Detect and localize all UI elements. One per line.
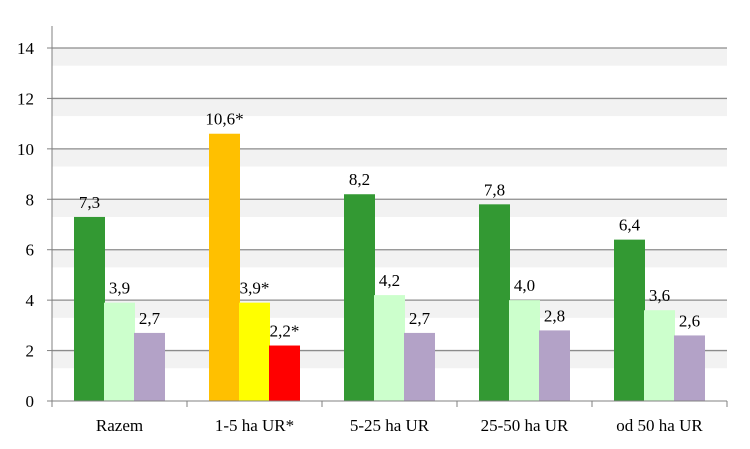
y-tick-label: 12 [17, 89, 34, 108]
data-label: 2,8 [544, 306, 565, 325]
data-label: 7,3 [79, 193, 100, 212]
bar [644, 310, 675, 401]
data-label: 6,4 [619, 216, 641, 235]
plot-band [52, 199, 727, 217]
bar [479, 204, 510, 401]
y-tick-label: 14 [17, 39, 35, 58]
bar [674, 335, 705, 401]
data-label: 2,2* [270, 322, 300, 341]
plot-band [52, 148, 727, 167]
data-label: 3,9 [109, 279, 130, 298]
y-tick-label: 2 [26, 342, 35, 361]
x-category-label: 1-5 ha UR* [215, 416, 294, 435]
y-tick-label: 8 [26, 190, 35, 209]
data-label: 2,7 [139, 309, 161, 328]
y-tick-label: 6 [26, 241, 35, 260]
y-tick-label: 0 [26, 392, 35, 411]
bar [404, 332, 435, 401]
bar [134, 332, 165, 401]
x-category-label: 25-50 ha UR [481, 416, 569, 435]
data-label: 3,6 [649, 286, 670, 305]
bar [509, 300, 540, 401]
data-label: 7,8 [484, 180, 505, 199]
data-labels: 7,3 3,9 2,7 10,6* 3,9* 2,2* 8,2 4,2 2,7 7,8 4,0 2,8… [79, 110, 700, 341]
bars [74, 133, 705, 401]
plot-band [52, 98, 727, 117]
bar [269, 345, 300, 401]
bar [209, 133, 240, 401]
data-label: 8,2 [349, 170, 370, 189]
x-category-label: 5-25 ha UR [350, 416, 430, 435]
bar [104, 302, 135, 401]
data-label: 3,9* [240, 279, 270, 298]
data-label: 4,2 [379, 271, 400, 290]
data-label: 2,6 [679, 311, 700, 330]
bar [74, 216, 105, 401]
plot-band [52, 48, 727, 66]
y-tick-label: 10 [17, 140, 34, 159]
bar [344, 194, 375, 401]
data-label: 4,0 [514, 276, 535, 295]
y-tick-labels: 0 2 4 6 8 10 12 14 [17, 39, 35, 411]
bar [239, 302, 270, 401]
x-category-label: od 50 ha UR [616, 416, 703, 435]
data-label: 2,7 [409, 309, 431, 328]
axes [47, 26, 728, 407]
bar [614, 239, 645, 401]
y-tick-label: 4 [26, 291, 35, 310]
x-category-labels: Razem 1-5 ha UR* 5-25 ha UR 25-50 ha UR od 5… [96, 416, 703, 435]
bar [374, 295, 405, 401]
data-label: 10,6* [205, 110, 243, 129]
bar [539, 330, 570, 401]
x-category-label: Razem [96, 416, 143, 435]
